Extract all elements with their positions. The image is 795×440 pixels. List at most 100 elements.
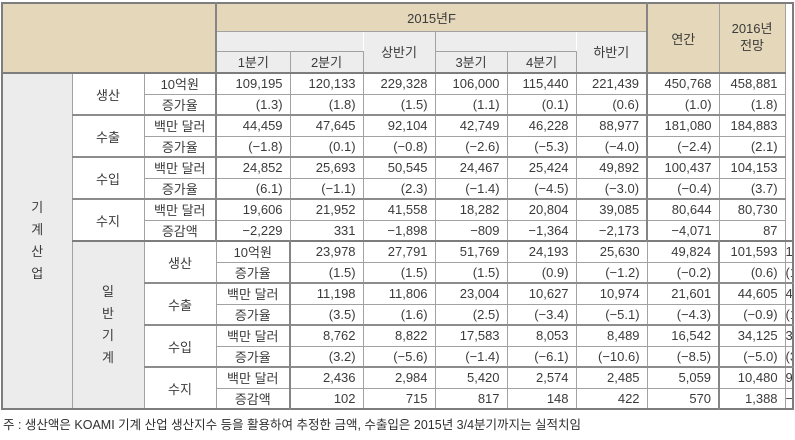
value-cell: 49,824 xyxy=(646,240,721,263)
table-row: 수출 백만 달러 44,459 47,645 92,104 42,749 46,228 88,… xyxy=(2,114,793,158)
table-row: 증가율 (3.5) (1.6) (2.5) (−3.4) (−5.1) (−4.3) (−0.… xyxy=(2,303,794,326)
header-row-1: 2015년F 연간 2016년 전망 xyxy=(1,2,793,74)
value-cell: 8,489 xyxy=(575,324,648,347)
value-cell: (1.5) xyxy=(362,93,436,116)
value-cell: 221,439 xyxy=(575,72,649,95)
table-row: 증가율 (−1.8) (0.1) (−0.8) (−2.6) (−5.3) (−4.0) (−… xyxy=(2,135,793,158)
value-cell: 19,606 xyxy=(215,198,291,221)
table-row: 기 계 산 업 생산 10억원 109,195 120,133 229,328 106,00… xyxy=(1,72,793,410)
value-cell: −659 xyxy=(784,387,794,410)
table-row: 수출 백만 달러 11,198 11,806 23,004 10,627 10,974 21,… xyxy=(2,282,794,326)
half2-spacer-cell xyxy=(434,30,577,52)
value-cell: (−1.2) xyxy=(575,261,648,284)
unit-label: 증감액 xyxy=(143,219,218,242)
value-cell: (1.8) xyxy=(289,93,364,116)
value-cell: 458,881 xyxy=(718,72,786,95)
value-cell: 51,769 xyxy=(434,240,508,263)
category-label: 수입 xyxy=(143,324,217,368)
value-cell: (−4.3) xyxy=(646,303,721,326)
half1-header: 상반기 xyxy=(362,30,436,74)
value-cell: (1.0) xyxy=(646,93,720,116)
value-cell: 109,195 xyxy=(215,72,291,95)
value-cell: 104,153 xyxy=(718,156,786,179)
value-cell: 20,804 xyxy=(506,198,577,221)
value-cell: 5,420 xyxy=(434,366,508,389)
value-cell: (−5.1) xyxy=(575,303,648,326)
forecast-header: 2016년 전망 xyxy=(718,2,786,74)
category-label: 수출 xyxy=(71,114,145,158)
unit-label: 백만 달러 xyxy=(143,198,218,221)
value-cell: −809 xyxy=(434,219,508,242)
value-cell: 35,319 xyxy=(784,324,794,347)
unit-label: 백만 달러 xyxy=(215,324,292,347)
value-cell: 450,768 xyxy=(646,72,720,95)
value-cell: 25,630 xyxy=(575,240,648,263)
value-cell: (1.6) xyxy=(362,303,436,326)
value-cell: 23,978 xyxy=(289,240,364,263)
value-cell: 10,974 xyxy=(575,282,648,305)
value-cell: (−5.0) xyxy=(718,345,786,368)
industry-label: 기 계 산 업 xyxy=(1,72,73,410)
unit-label: 백만 달러 xyxy=(215,366,292,389)
value-cell: (−1.4) xyxy=(434,345,508,368)
value-cell: (1.8) xyxy=(718,93,786,116)
value-cell: 5,059 xyxy=(646,366,721,389)
value-cell: 25,424 xyxy=(506,156,577,179)
value-cell: 8,762 xyxy=(289,324,364,347)
value-cell: 44,605 xyxy=(718,282,786,305)
value-cell: 8,822 xyxy=(362,324,436,347)
table-row: 증가율 (1.3) (1.8) (1.5) (1.1) (0.1) (0.6) (1.0) (1… xyxy=(2,93,793,116)
quarter-header: 4분기 xyxy=(506,50,577,74)
value-cell: −2,229 xyxy=(215,219,291,242)
value-cell: (−5.3) xyxy=(506,135,577,158)
unit-label: 증가율 xyxy=(215,303,292,326)
value-cell: 10,627 xyxy=(506,282,577,305)
unit-label: 백만 달러 xyxy=(215,282,292,305)
value-cell: 9,820 xyxy=(784,366,794,389)
corner-cell xyxy=(1,2,218,74)
value-cell: 88,977 xyxy=(575,114,649,137)
value-cell: 24,193 xyxy=(506,240,577,263)
value-cell: 817 xyxy=(434,387,508,410)
category-label: 생산 xyxy=(143,240,217,284)
value-cell: (2.1) xyxy=(718,135,786,158)
table-row: 수입 백만 달러 24,852 25,693 50,545 24,467 25,424 49,… xyxy=(2,156,793,200)
value-cell: 184,883 xyxy=(718,114,786,137)
table-row: 수입 백만 달러 8,762 8,822 17,583 8,053 8,489 16,542 3… xyxy=(2,324,794,368)
value-cell: 80,730 xyxy=(718,198,786,221)
value-cell: 23,004 xyxy=(434,282,508,305)
value-cell: (3.5) xyxy=(289,303,364,326)
unit-label: 백만 달러 xyxy=(143,114,218,137)
value-cell: (−0.8) xyxy=(362,135,436,158)
value-cell: (3.7) xyxy=(718,177,786,200)
value-cell: (−4.5) xyxy=(506,177,577,200)
value-cell: (0.1) xyxy=(506,93,577,116)
value-cell: 24,852 xyxy=(215,156,291,179)
value-cell: (−8.5) xyxy=(646,345,721,368)
footnote: 주 : 생산액은 KOAMI 기계 산업 생산지수 등을 활용하여 추정한 금액… xyxy=(3,418,582,432)
table-body: 기 계 산 업 생산 10억원 109,195 120,133 229,328 106,00… xyxy=(1,72,794,410)
value-cell: (0.6) xyxy=(575,93,649,116)
value-cell: (1.3) xyxy=(215,93,291,116)
value-cell: 106,000 xyxy=(434,72,508,95)
value-cell: (1.4) xyxy=(784,261,794,284)
value-cell: 715 xyxy=(362,387,436,410)
value-cell: (1.5) xyxy=(434,261,508,284)
unit-label: 증가율 xyxy=(143,93,218,116)
unit-label: 증감액 xyxy=(215,387,292,410)
value-cell: (0.9) xyxy=(506,261,577,284)
value-cell: (3.5) xyxy=(784,345,794,368)
value-cell: 17,583 xyxy=(434,324,508,347)
value-cell: 45,140 xyxy=(784,282,794,305)
value-cell: 44,459 xyxy=(215,114,291,137)
value-cell: (−1.4) xyxy=(434,177,508,200)
annual-header: 연간 xyxy=(646,2,720,74)
value-cell: 2,485 xyxy=(575,366,648,389)
value-cell: (0.1) xyxy=(289,135,364,158)
unit-label: 10억원 xyxy=(215,240,292,263)
half2-header: 하반기 xyxy=(575,30,649,74)
value-cell: 16,542 xyxy=(646,324,721,347)
category-label: 수지 xyxy=(71,198,145,242)
value-cell: 102 xyxy=(289,387,364,410)
